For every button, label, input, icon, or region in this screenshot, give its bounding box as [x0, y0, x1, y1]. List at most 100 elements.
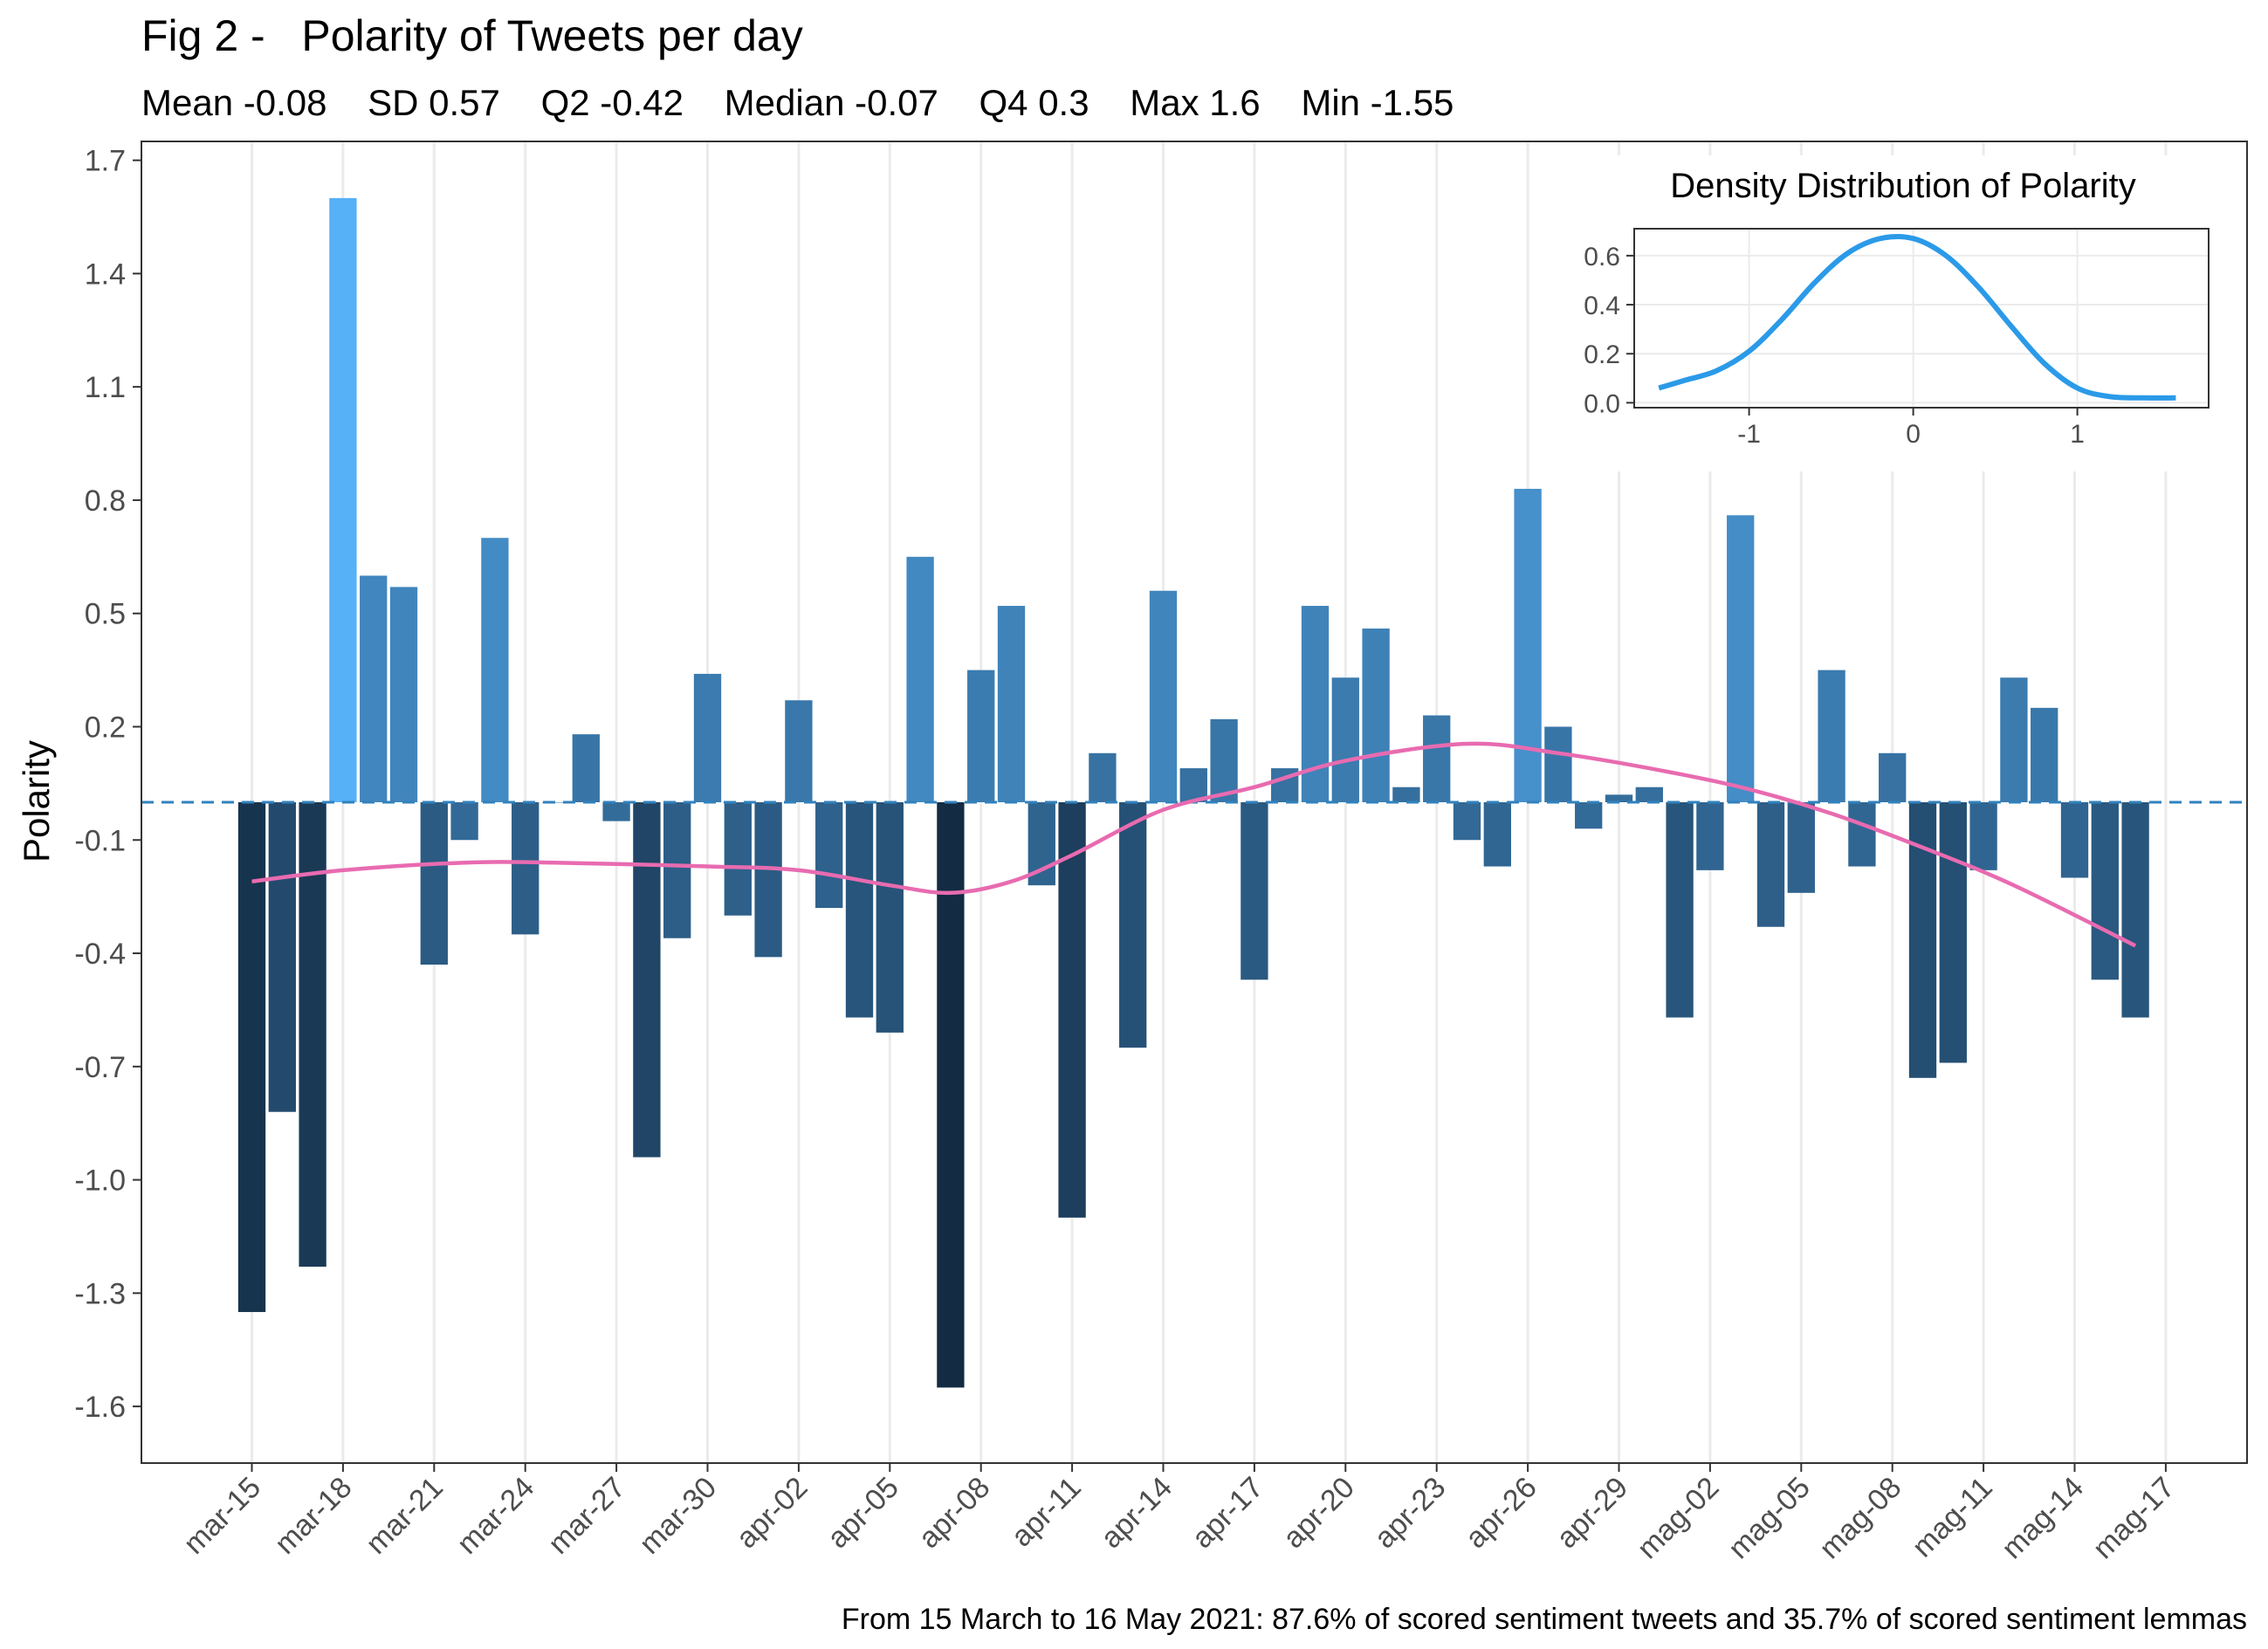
bar [1787, 802, 1815, 893]
bar [785, 700, 813, 802]
bar [1635, 787, 1663, 802]
bar [1939, 802, 1967, 1063]
x-tick-label: apr-11 [1005, 1471, 1088, 1554]
y-tick-label: -1.0 [74, 1165, 126, 1198]
density-curve [1658, 233, 2176, 401]
bar [845, 802, 874, 1018]
inset-x-axis: -1 0 1 [1737, 408, 2085, 449]
y-tick-label: 1.7 [85, 145, 126, 178]
bar [512, 802, 540, 935]
inset-title: Density Distribution of Polarity [1670, 167, 2136, 205]
bar [450, 802, 478, 841]
bar [1423, 715, 1451, 802]
bar [1362, 629, 1390, 802]
y-tick-label: 0.2 [85, 711, 126, 744]
bar [1818, 670, 1845, 802]
bar [1210, 718, 1238, 802]
bar [1544, 726, 1572, 802]
inset-y-tick-label: 0.4 [1584, 292, 1620, 320]
x-axis: mar-15 mar-18 mar-21 mar-24 mar-27 mar-30 apr-… [177, 1463, 2182, 1565]
bar [1483, 802, 1511, 867]
x-tick-label: apr-26 [1459, 1471, 1543, 1555]
bar [389, 587, 418, 802]
y-tick-label: -0.1 [74, 824, 126, 857]
x-tick-label: mag-17 [2086, 1471, 2181, 1565]
bar [602, 802, 630, 821]
chart-title: Fig 2 - Polarity of Tweets per day [141, 11, 803, 60]
bar [754, 802, 782, 958]
inset-y-tick-label: 0.6 [1584, 243, 1620, 271]
inset-gridlines [1634, 229, 2209, 408]
bar [1241, 802, 1268, 980]
bar [1514, 488, 1542, 802]
y-tick-label: -0.7 [74, 1051, 126, 1084]
bar [1179, 768, 1207, 802]
bar [481, 538, 509, 802]
bar [2060, 802, 2089, 878]
y-tick-label: 0.5 [85, 598, 126, 631]
bar [1666, 802, 1694, 1018]
inset-x-tick-label: 1 [2070, 420, 2085, 449]
bar [1605, 794, 1633, 802]
density-inset: Density Distribution of Polarity 0.00.20… [1532, 155, 2210, 471]
x-tick-label: apr-08 [912, 1471, 996, 1555]
bar [693, 673, 722, 802]
bar [1879, 752, 1907, 802]
bar [1756, 802, 1785, 927]
bar [663, 802, 691, 938]
bar [1696, 802, 1724, 870]
y-tick-label: 1.4 [85, 258, 126, 291]
inset-x-tick-label: 0 [1906, 420, 1921, 449]
x-tick-label: mar-24 [450, 1471, 540, 1561]
bar [299, 802, 326, 1268]
x-tick-label: mag-08 [1813, 1471, 1907, 1565]
x-tick-label: apr-23 [1368, 1471, 1452, 1555]
inset-panel-border [1633, 228, 2210, 409]
inset-background [1532, 155, 2209, 471]
bar [876, 802, 904, 1033]
bar [1848, 802, 1876, 867]
bar [1575, 802, 1603, 829]
x-tick-label: mar-18 [269, 1471, 359, 1561]
bar [1727, 515, 1755, 802]
y-tick-label: -1.6 [74, 1391, 126, 1424]
bar [937, 802, 965, 1388]
main-panel-border [141, 141, 2248, 1464]
bar [237, 802, 266, 1312]
inset-y-tick-label: 0.0 [1584, 389, 1620, 418]
bar [2121, 802, 2149, 1018]
bar [1119, 802, 1147, 1048]
x-tick-label: apr-14 [1095, 1471, 1179, 1555]
bar [329, 197, 357, 802]
bar [1453, 802, 1481, 841]
bar [268, 802, 296, 1112]
bar [1058, 802, 1086, 1218]
x-tick-label: apr-20 [1277, 1471, 1361, 1555]
x-tick-label: mag-02 [1631, 1471, 1725, 1565]
inset-y-axis: 0.0 0.2 0.4 0.6 [1584, 243, 1634, 418]
x-tick-label: mar-21 [360, 1471, 450, 1561]
bar [1331, 677, 1359, 802]
bar [997, 606, 1026, 802]
bar [2091, 802, 2119, 980]
y-axis: 1.7 1.4 1.1 0.8 0.5 0.2 -0.1 -0.4 -0.7 -1.0 -1.3 -1… [74, 145, 141, 1424]
bar [1089, 752, 1117, 802]
x-tick-label: apr-02 [730, 1471, 814, 1555]
bar [2031, 707, 2058, 802]
bar [2000, 677, 2028, 802]
x-tick-label: apr-05 [821, 1471, 905, 1555]
bar [1149, 590, 1178, 802]
y-axis-label: Polarity [16, 740, 57, 862]
x-tick-label: mar-27 [542, 1471, 632, 1561]
inset-x-tick-label: -1 [1737, 420, 1761, 449]
y-tick-label: 1.1 [85, 371, 126, 404]
y-tick-label: 0.8 [85, 484, 126, 518]
x-tick-label: mag-05 [1722, 1471, 1817, 1565]
bar [906, 556, 934, 802]
bar [815, 802, 843, 909]
bar [541, 802, 570, 803]
x-tick-label: mag-14 [1996, 1471, 2090, 1565]
x-tick-label: apr-29 [1550, 1471, 1634, 1555]
smoothed-trend-line [251, 741, 2137, 948]
